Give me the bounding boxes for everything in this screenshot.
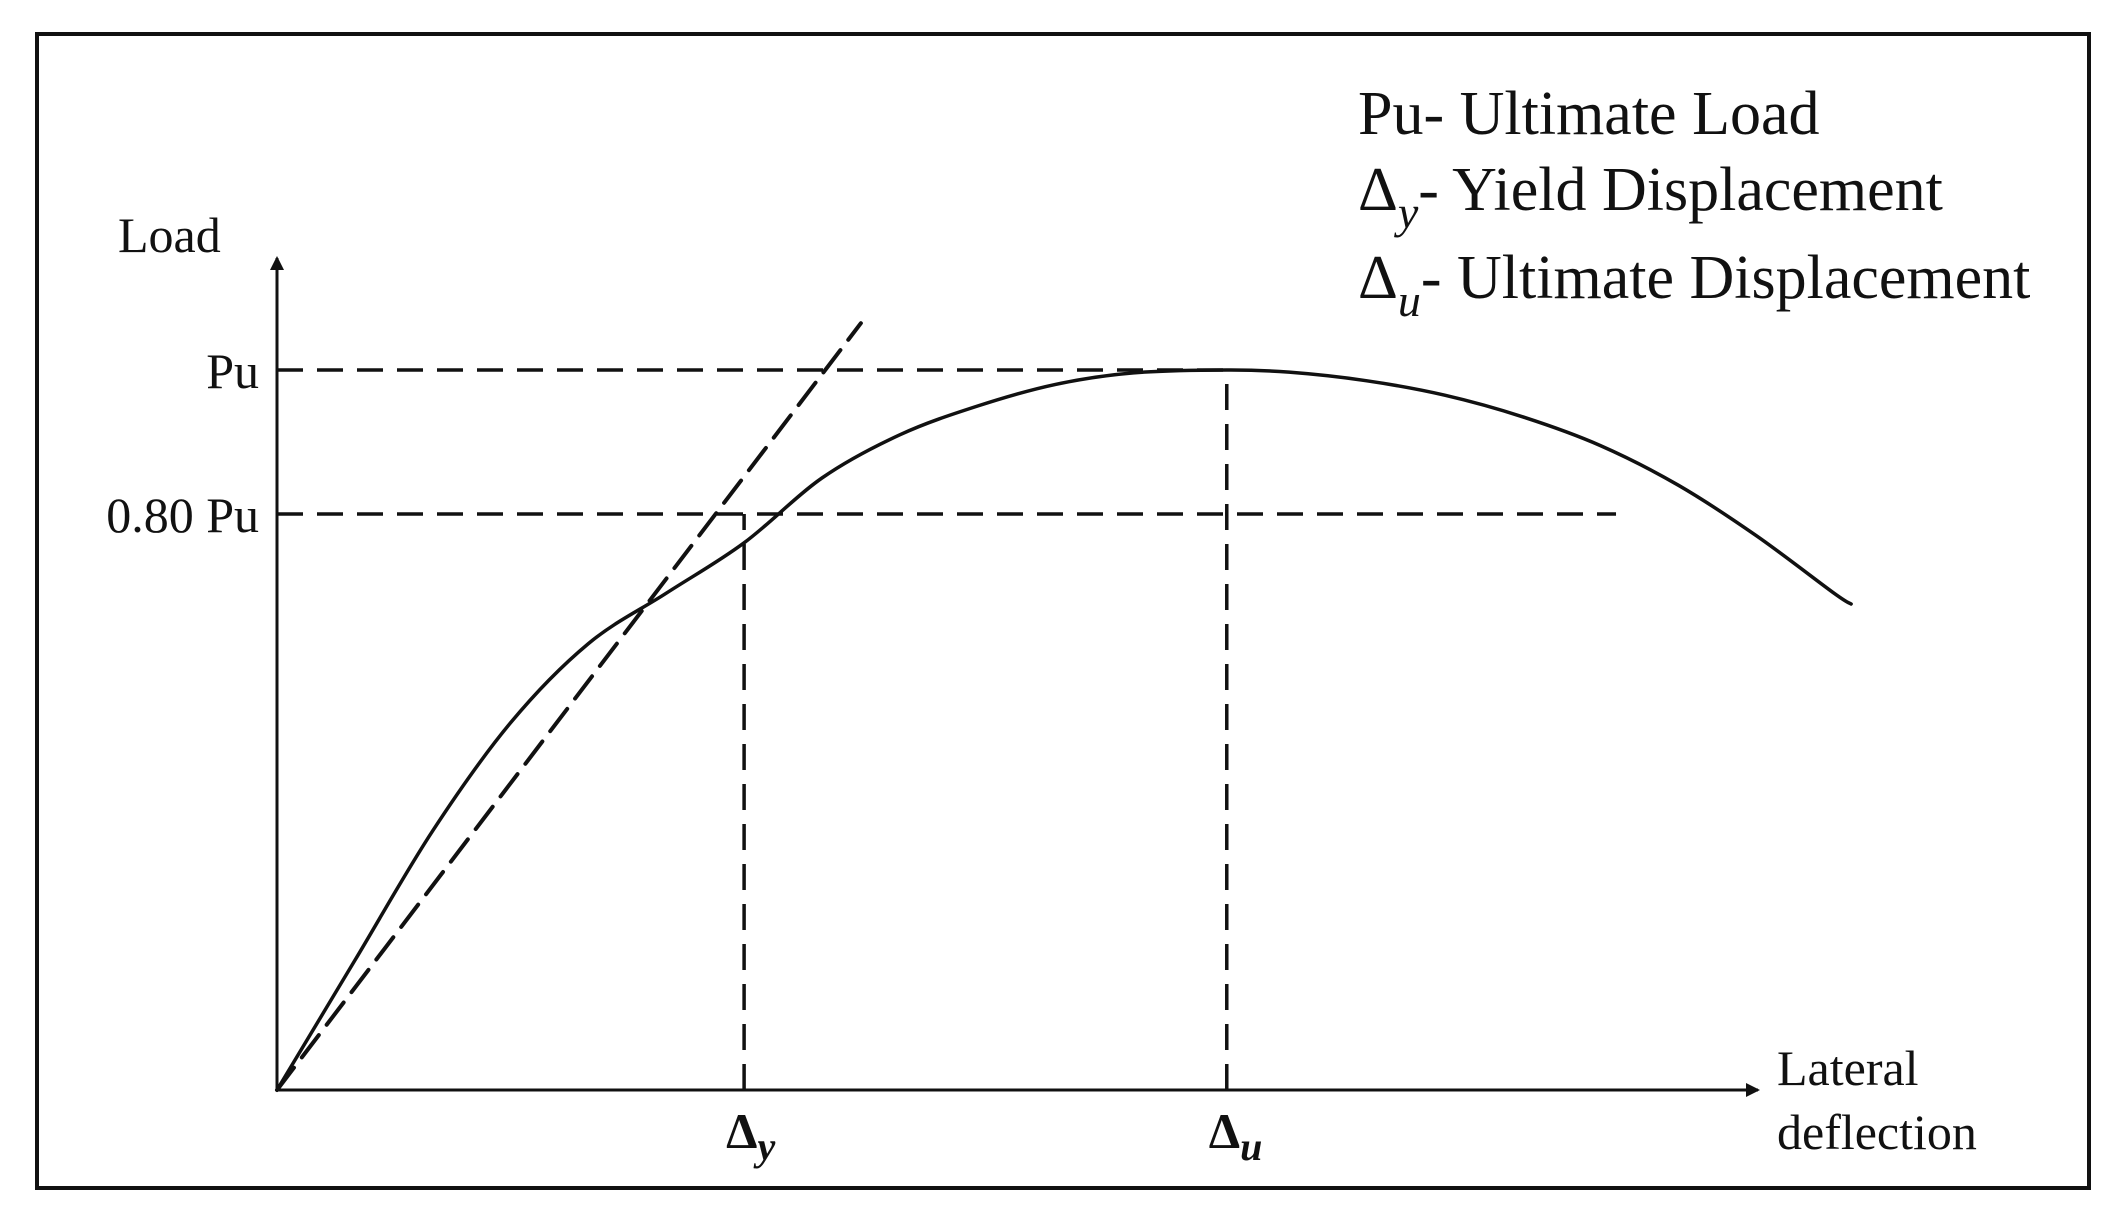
load-deflection-curve-0 [275, 368, 1853, 1092]
legend-symbol-2: Δ [1358, 244, 1398, 312]
figure-border [35, 32, 2091, 1190]
legend-symbol-1: Δ [1358, 156, 1398, 224]
legend-entry-2: Δu- Ultimate Displacement [1358, 244, 2030, 326]
x-tick-symbol-1: Δ [1209, 1103, 1240, 1159]
x-tick-label-1: Δu [1209, 1103, 1263, 1169]
legend-text-1: - Yield Displacement [1418, 156, 1943, 224]
legend-text-2: - Ultimate Displacement [1421, 244, 2030, 312]
initial-stiffness-line-1 [275, 321, 863, 1092]
x-axis-label-line1: Lateral [1777, 1040, 1919, 1096]
legend-entry-1: Δy- Yield Displacement [1358, 156, 1943, 238]
y-tick-label-0: Pu [206, 343, 259, 399]
x-tick-label-0: Δy [726, 1103, 775, 1169]
x-axis-label-line2: deflection [1777, 1104, 1977, 1160]
x-tick-labels: Δy Δu [726, 1103, 1262, 1169]
y-tick-label-1: 0.80 Pu [106, 487, 259, 543]
x-tick-symbol-0: Δ [726, 1103, 757, 1159]
guide-lines [277, 368, 1617, 1090]
series-layer [275, 321, 1853, 1092]
legend-subscript-1: y [1394, 187, 1419, 238]
legend-text-0: - Ultimate Load [1423, 80, 1819, 148]
legend-entry-0: Pu- Ultimate Load [1358, 80, 1819, 148]
x-tick-subscript-1: u [1240, 1124, 1262, 1169]
y-tick-labels: Pu 0.80 Pu [106, 343, 259, 543]
legend-symbol-0: Pu [1358, 80, 1423, 148]
legend-subscript-2: u [1398, 275, 1421, 326]
y-axis-label: Load [118, 207, 221, 263]
x-tick-subscript-0: y [753, 1124, 775, 1169]
